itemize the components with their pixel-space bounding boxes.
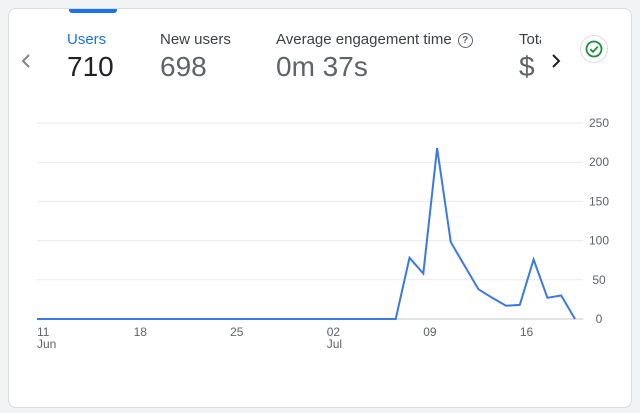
metric-value: $ [519, 51, 535, 82]
metric-label: Users [67, 31, 107, 48]
chevron-left-icon [21, 54, 30, 68]
x-tick-label: 11 [37, 325, 50, 339]
metric-value: 698 [160, 51, 207, 82]
y-tick-label: 150 [589, 194, 609, 208]
help-icon[interactable]: ? [457, 33, 473, 48]
metric-label: Total revenue [519, 31, 541, 48]
y-axis-ticks: 0 50 100 150 200 250 [589, 116, 609, 326]
metric-label-row: Average engagement time? [276, 31, 473, 48]
users-series-line [37, 147, 576, 320]
x-tick-label: 18 [134, 325, 148, 339]
x-tick-label: 25 [230, 325, 244, 339]
metric-label: New users [160, 31, 231, 48]
y-tick-label: 100 [589, 234, 609, 248]
y-tick-label: 0 [596, 312, 603, 326]
previous-metrics-button[interactable] [15, 49, 37, 73]
x-tick-label: 02 [327, 325, 341, 339]
y-tick-label: 50 [592, 273, 606, 287]
metrics-card: Users 710 New users 698 Average engageme… [8, 8, 632, 408]
x-month-label: Jun [37, 337, 56, 351]
active-tab-indicator [69, 9, 117, 13]
x-month-label: Jul [327, 337, 342, 351]
y-tick-label: 200 [589, 155, 609, 169]
x-tick-label: 16 [520, 325, 534, 339]
next-metrics-button[interactable] [545, 49, 567, 73]
gridlines [37, 122, 583, 320]
metrics-tabs: Users 710 New users 698 Average engageme… [9, 9, 541, 109]
data-quality-check-button[interactable] [580, 35, 608, 63]
metric-label: Average engagement time [276, 31, 452, 48]
metric-value: 710 [67, 51, 114, 82]
check-circle-icon [585, 40, 603, 58]
metric-value: 0m 37s [276, 51, 368, 82]
x-tick-label: 09 [423, 325, 437, 339]
y-tick-label: 250 [589, 116, 609, 130]
chevron-right-icon [552, 54, 561, 68]
